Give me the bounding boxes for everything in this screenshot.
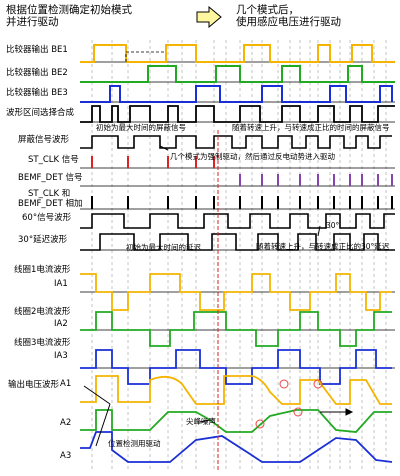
annotations: 初始为最大时间的屏蔽信号 随着转速上升，与转速成正比的时间的屏蔽信号 几个模式为… (96, 122, 390, 448)
annotation-pos-detect: 位置检测用驱动 (108, 438, 161, 448)
label-be2: 比较器输出 BE2 (6, 67, 68, 78)
annotation-delay-speed: 随着转速上升，与转速成正比的30°延迟 (256, 241, 390, 251)
annotation-thirty-deg: 30° (326, 221, 340, 230)
baselines (80, 61, 395, 369)
label-mask: 屏蔽信号波形 (18, 134, 70, 145)
row-labels: 比较器输出 BE1 比较器输出 BE2 比较器输出 BE3 波形区间选择合成 屏… (6, 44, 83, 461)
label-a1: A1 (60, 379, 71, 389)
spike-markers (255, 379, 323, 429)
stclk-ticks (91, 156, 215, 168)
label-ia3: IA3 (54, 351, 68, 361)
label-coil2: 线圈2电流波形 (14, 306, 71, 317)
label-a2: A2 (60, 418, 71, 428)
label-ia2: IA2 (54, 319, 68, 329)
header-right-line2: 使用感应电压进行驱动 (236, 16, 341, 28)
annotation-spike: 尖峰噪声 (186, 416, 216, 426)
thirty-deg-waveform (80, 233, 395, 251)
annotation-mask-initial: 初始为最大时间的屏蔽信号 (96, 122, 186, 132)
wave-select-waveform (80, 105, 395, 123)
label-coil1: 线圈1电流波形 (14, 264, 71, 275)
a2-output (80, 409, 392, 433)
label-be1: 比较器输出 BE1 (6, 44, 68, 55)
label-coil3: 线圈3电流波形 (14, 337, 71, 348)
label-ia1: IA1 (54, 279, 68, 289)
right-arrow-icon (196, 6, 222, 28)
sum-ticks (91, 196, 393, 209)
label-wave: 波形区间选择合成 (6, 107, 75, 118)
annotation-delay-initial: 初始为最大时间的延迟 (126, 242, 201, 252)
a1-output (80, 375, 392, 405)
ia2-waveform (80, 311, 392, 347)
bemf-ticks (239, 174, 393, 186)
label-sum-1: ST_CLK 和 (28, 189, 70, 199)
a3-output (80, 431, 393, 463)
header-left-text: 根据位置检测确定初始模式 并进行驱动 (6, 4, 132, 28)
header-left-line1: 根据位置检测确定初始模式 (6, 4, 132, 16)
label-a3: A3 (60, 451, 71, 461)
header-left-line2: 并进行驱动 (6, 16, 59, 28)
label-sum-2: BEMF_DET 相加 (18, 198, 83, 209)
ia3-waveform (80, 349, 392, 385)
be1-waveform (80, 44, 395, 63)
annotation-forced: 几个模式为强制驱动，然后通过反电动势进入驱动 (170, 151, 335, 161)
header-right-line1: 几个模式后， (236, 4, 299, 16)
ia1-waveform (80, 273, 392, 311)
sixty-deg-waveform (80, 213, 395, 229)
label-output: 输出电压波形 (8, 379, 60, 390)
annotation-mask-speed: 随着转速上升，与转速成正比的时间的屏蔽信号 (232, 122, 390, 132)
header-right-text: 几个模式后， 使用感应电压进行驱动 (236, 4, 341, 28)
label-bemf: BEMF_DET 信号 (18, 172, 83, 183)
label-sixty: 60°信号波形 (22, 212, 72, 223)
label-thirty: 30°延迟波形 (18, 234, 68, 245)
label-be3: 比较器输出 BE3 (6, 87, 68, 98)
mask-waveform (80, 135, 392, 149)
grid-lines (91, 40, 387, 470)
pointer-arrows (83, 145, 354, 447)
label-stclk: ST_CLK 信号 (28, 154, 79, 165)
be2-waveform (80, 65, 395, 83)
be3-waveform (80, 85, 393, 103)
